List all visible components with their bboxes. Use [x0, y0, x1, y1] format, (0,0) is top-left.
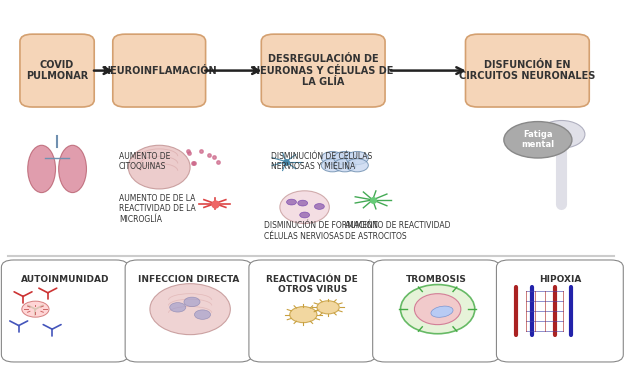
- Text: Fatiga
mental: Fatiga mental: [521, 130, 555, 149]
- Ellipse shape: [280, 191, 329, 224]
- Circle shape: [298, 200, 308, 206]
- Circle shape: [321, 152, 344, 164]
- Text: INFECCION DIRECTA: INFECCION DIRECTA: [138, 275, 239, 284]
- FancyBboxPatch shape: [466, 34, 589, 107]
- Text: COVID
PULMONAR: COVID PULMONAR: [26, 60, 88, 81]
- Text: AUMENTO DE
CITOQUINAS: AUMENTO DE CITOQUINAS: [119, 152, 170, 171]
- Ellipse shape: [27, 145, 56, 193]
- Text: REACTIVACIÓN DE
OTROS VIRUS: REACTIVACIÓN DE OTROS VIRUS: [266, 275, 358, 294]
- Text: AUMENTO DE REACTIVIDAD
DE ASTROCITOS: AUMENTO DE REACTIVIDAD DE ASTROCITOS: [345, 221, 451, 240]
- Text: AUMENTO DE DE LA
REACTIVIDAD DE LA
MICROGLÍA: AUMENTO DE DE LA REACTIVIDAD DE LA MICRO…: [119, 194, 196, 224]
- Text: HIPOXIA: HIPOXIA: [539, 275, 581, 284]
- FancyBboxPatch shape: [113, 34, 205, 107]
- Text: DESREGULACIÓN DE
NEURONAS Y CÉLULAS DE
LA GLÍA: DESREGULACIÓN DE NEURONAS Y CÉLULAS DE L…: [253, 54, 394, 87]
- Ellipse shape: [59, 145, 87, 193]
- Circle shape: [314, 204, 324, 210]
- Circle shape: [334, 159, 356, 172]
- Text: DISFUNCIÓN EN
CIRCUITOS NEURONALES: DISFUNCIÓN EN CIRCUITOS NEURONALES: [459, 60, 595, 81]
- Circle shape: [317, 301, 339, 314]
- Text: NEUROINFLAMACIÓN: NEUROINFLAMACIÓN: [102, 66, 217, 76]
- Ellipse shape: [401, 284, 475, 334]
- Text: DISMINUCIÓN DE FORMACIÓN
CÉLULAS NERVIOSAS: DISMINUCIÓN DE FORMACIÓN CÉLULAS NERVIOS…: [265, 221, 378, 240]
- Circle shape: [334, 152, 356, 164]
- Circle shape: [286, 199, 296, 205]
- Circle shape: [538, 120, 585, 148]
- Circle shape: [346, 159, 368, 172]
- Ellipse shape: [414, 294, 461, 325]
- Ellipse shape: [431, 306, 453, 317]
- FancyBboxPatch shape: [1, 260, 129, 362]
- Circle shape: [321, 159, 344, 172]
- FancyBboxPatch shape: [20, 34, 94, 107]
- Circle shape: [195, 310, 210, 319]
- Text: TROMBOSIS: TROMBOSIS: [406, 275, 467, 284]
- Text: DISMINUCIÓN DE CÉLULAS
NERVIOSAS Y MIELINA: DISMINUCIÓN DE CÉLULAS NERVIOSAS Y MIELI…: [271, 152, 372, 171]
- FancyBboxPatch shape: [125, 260, 252, 362]
- Ellipse shape: [129, 145, 190, 189]
- Circle shape: [346, 152, 368, 164]
- FancyBboxPatch shape: [261, 34, 385, 107]
- Circle shape: [300, 212, 310, 218]
- Circle shape: [184, 297, 200, 306]
- FancyBboxPatch shape: [373, 260, 500, 362]
- Ellipse shape: [504, 121, 572, 158]
- Circle shape: [290, 306, 317, 323]
- Text: AUTOINMUNIDAD: AUTOINMUNIDAD: [21, 275, 109, 284]
- Circle shape: [170, 303, 186, 312]
- Circle shape: [22, 301, 49, 317]
- FancyBboxPatch shape: [249, 260, 376, 362]
- Ellipse shape: [150, 284, 230, 335]
- FancyBboxPatch shape: [497, 260, 623, 362]
